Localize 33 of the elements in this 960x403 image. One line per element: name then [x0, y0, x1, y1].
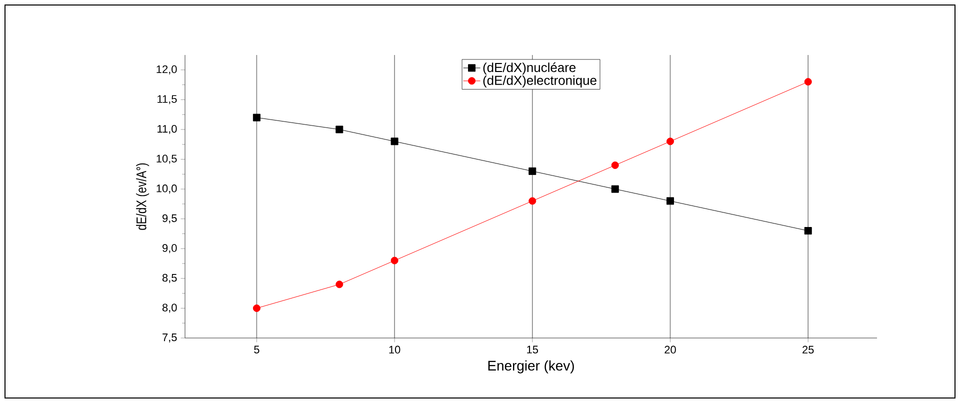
point [611, 161, 619, 169]
legend-label: (dE/dX)nucléare [483, 62, 576, 75]
y-tick-label: 8,0 [162, 304, 177, 313]
point [336, 126, 344, 134]
x-tick-label: 15 [527, 346, 538, 354]
y-tick-label: 8,5 [162, 274, 177, 283]
point [528, 167, 536, 175]
point [804, 227, 812, 235]
y-tick-label: 9,0 [162, 244, 177, 254]
x-axis-title: Energier (kev) [488, 360, 574, 374]
point [252, 114, 260, 122]
x-tick-label: 10 [389, 346, 400, 354]
y-tick-label: 7,5 [162, 334, 177, 342]
y-tick-label: 12,0 [156, 65, 177, 74]
y-tick-label: 10,0 [156, 184, 177, 194]
point [666, 197, 674, 205]
x-tick-label: 25 [802, 346, 814, 354]
x-tick-label: 5 [254, 346, 260, 354]
y-tick-label: 11,0 [158, 124, 177, 134]
point [336, 280, 344, 288]
point [390, 138, 398, 146]
y-axis-title: dE/dX (ev/A°) [136, 163, 150, 230]
point [666, 138, 674, 146]
y-tick-label: 11,5 [158, 95, 177, 104]
point [390, 256, 398, 264]
point [804, 78, 812, 86]
point [528, 197, 536, 205]
point [252, 304, 260, 312]
point [611, 185, 619, 193]
y-tick-label: 10,5 [156, 154, 177, 164]
x-tick-label: 20 [664, 346, 676, 354]
legend-label: (dE/dX)electronique [483, 75, 596, 88]
y-tick-label: 9,5 [162, 214, 177, 224]
